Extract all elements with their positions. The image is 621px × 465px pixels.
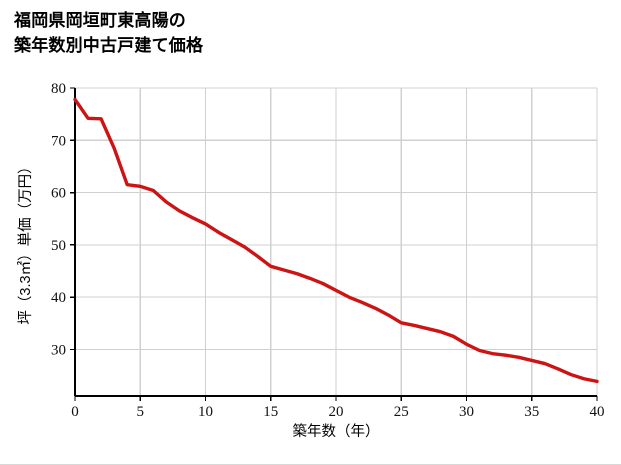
x-tick-label: 10 <box>198 404 213 420</box>
x-tick-label: 20 <box>329 404 344 420</box>
y-tick-label: 70 <box>51 133 66 149</box>
y-axis-tick-labels: 30 40 50 60 70 80 <box>51 81 66 358</box>
x-tick-label: 30 <box>459 404 474 420</box>
x-tick-label: 15 <box>263 404 278 420</box>
x-tick-label: 5 <box>137 404 145 420</box>
x-tick-label: 35 <box>524 404 539 420</box>
x-axis-title: 築年数（年） <box>293 422 380 440</box>
chart-title: 福岡県岡垣町東高陽の 築年数別中古戸建て価格 <box>14 11 204 55</box>
price-trend-line <box>73 97 599 384</box>
gridlines-group <box>75 87 598 396</box>
x-tick-label: 40 <box>590 404 605 420</box>
x-tick-label: 25 <box>394 404 409 420</box>
y-tick-label: 80 <box>51 81 66 97</box>
x-axis-tick-labels: 0 5 10 15 20 25 30 35 40 <box>71 404 604 420</box>
y-tick-label: 50 <box>51 238 66 254</box>
y-tick-label: 30 <box>51 342 66 358</box>
y-axis-title: 坪（3.3㎡）単価（万円） <box>17 159 34 324</box>
y-tick-label: 60 <box>51 186 66 202</box>
x-tick-label: 0 <box>71 404 79 420</box>
y-tick-label: 40 <box>51 290 66 306</box>
